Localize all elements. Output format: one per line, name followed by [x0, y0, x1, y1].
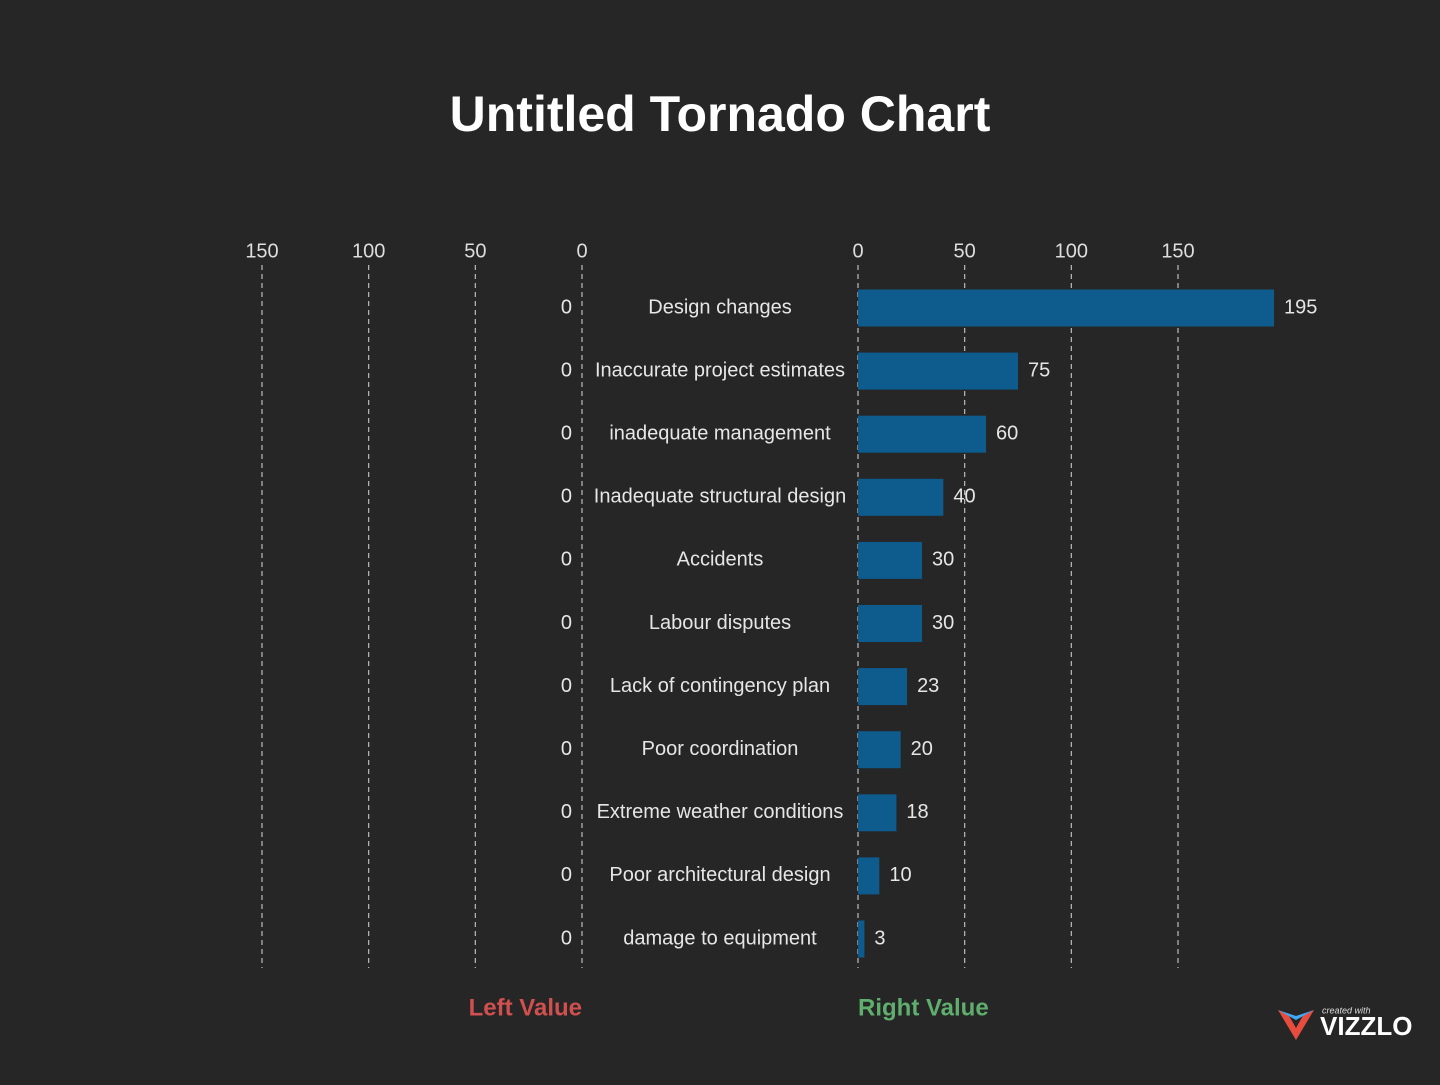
bar	[858, 541, 922, 579]
value-label: 0	[561, 486, 572, 508]
logo-mark	[1278, 1010, 1314, 1040]
x-tick-label: 0	[576, 240, 587, 262]
bar	[858, 668, 908, 706]
category-label: Accidents	[677, 549, 764, 571]
value-label: 0	[561, 738, 572, 760]
value-label: 3	[874, 927, 885, 949]
category-label: Design changes	[648, 296, 791, 318]
x-tick-label: 50	[954, 240, 976, 262]
value-label: 18	[906, 801, 928, 823]
x-tick-label: 100	[1055, 240, 1088, 262]
value-label: 60	[996, 422, 1018, 444]
x-tick-label: 0	[852, 240, 863, 262]
category-label: Inadequate structural design	[594, 486, 846, 508]
logo-caption: created with	[1322, 1005, 1371, 1015]
category-label: Labour disputes	[649, 612, 791, 634]
value-label: 10	[889, 864, 911, 886]
value-label: 0	[561, 801, 572, 823]
x-tick-label: 100	[352, 240, 385, 262]
value-label: 0	[561, 296, 572, 318]
value-label: 23	[917, 675, 939, 697]
value-label: 30	[932, 612, 954, 634]
category-label: Extreme weather conditions	[597, 801, 844, 823]
bar	[858, 920, 865, 958]
bar	[858, 605, 922, 642]
x-tick-label: 50	[464, 240, 486, 262]
bar	[858, 415, 986, 453]
value-label: 0	[561, 927, 572, 949]
value-label: 0	[561, 359, 572, 381]
category-label: inadequate management	[609, 422, 831, 444]
bar	[858, 352, 1018, 390]
value-label: 195	[1284, 296, 1317, 318]
legend-label: Left Value	[469, 994, 582, 1021]
x-tick-label: 150	[245, 240, 278, 262]
chart-title: Untitled Tornado Chart	[450, 86, 991, 142]
value-label: 20	[911, 738, 933, 760]
value-label: 75	[1028, 359, 1050, 381]
value-label: 0	[561, 675, 572, 697]
category-label: damage to equipment	[623, 927, 817, 949]
bar	[858, 289, 1274, 327]
value-label: 30	[932, 549, 954, 571]
value-label: 0	[561, 612, 572, 634]
x-tick-label: 150	[1161, 240, 1194, 262]
category-label: Lack of contingency plan	[610, 675, 830, 697]
value-label: 0	[561, 864, 572, 886]
bar	[858, 731, 901, 769]
logo: created with VIZZLO	[1278, 1005, 1412, 1041]
bar	[858, 794, 897, 832]
logo-mark	[1278, 1010, 1314, 1020]
logo-brand: VIZZLO	[1320, 1011, 1412, 1041]
category-label: Poor architectural design	[609, 864, 830, 886]
category-label: Inaccurate project estimates	[595, 359, 845, 381]
value-label: 40	[953, 486, 975, 508]
legend-label: Right Value	[858, 994, 989, 1021]
value-label: 0	[561, 549, 572, 571]
category-label: Poor coordination	[642, 738, 799, 760]
bar	[858, 857, 880, 895]
value-label: 0	[561, 422, 572, 444]
bar	[858, 478, 944, 516]
